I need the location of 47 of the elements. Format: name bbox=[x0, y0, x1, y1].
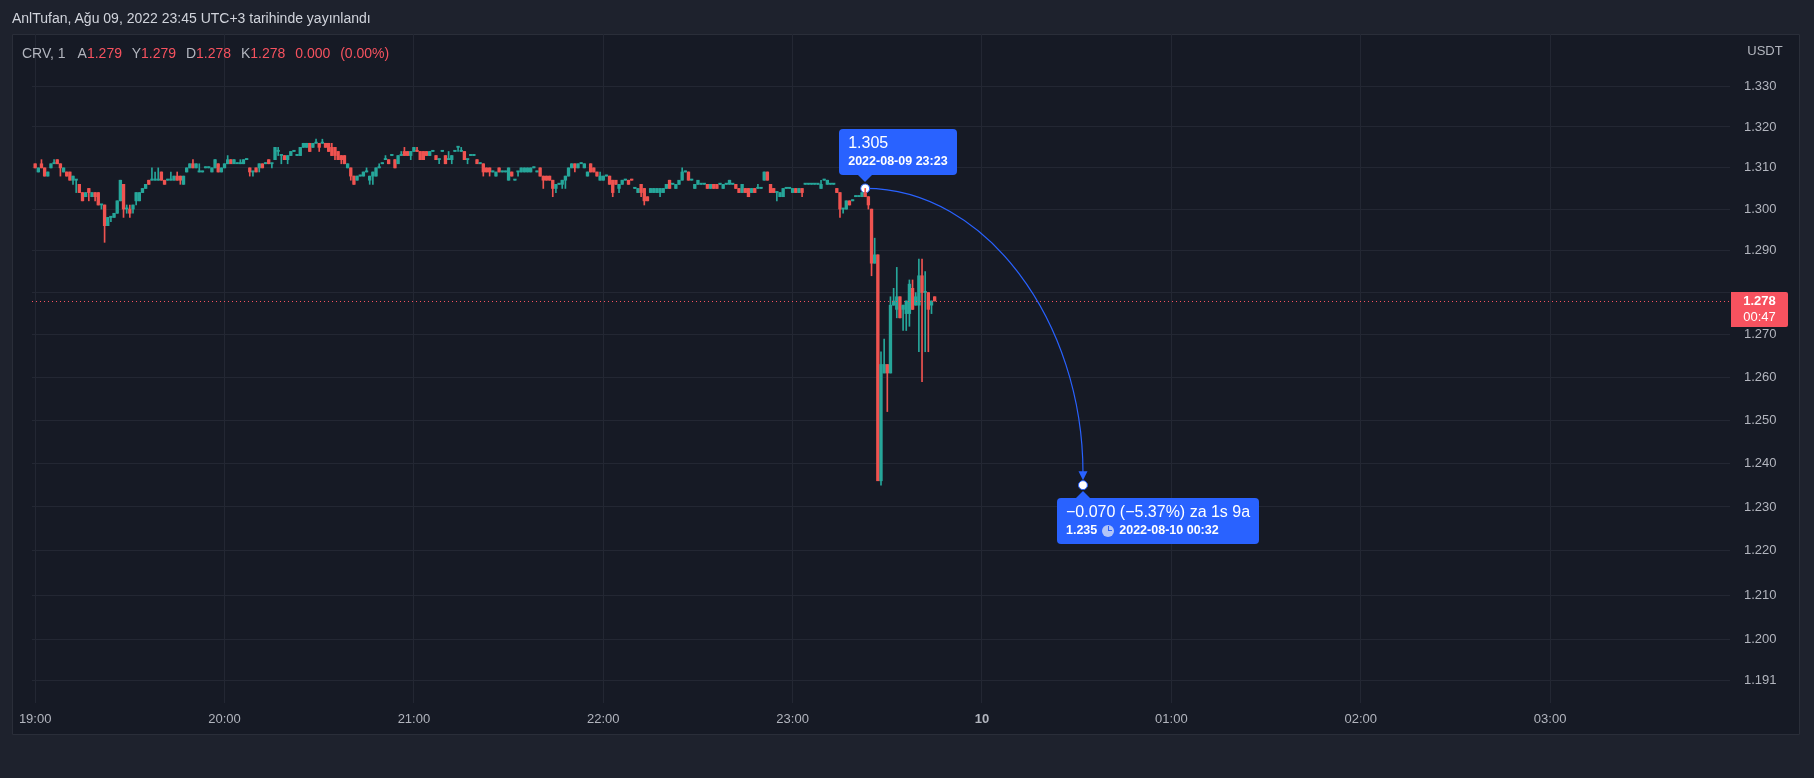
text: A1.279 Y1.279 D1.278 K1.278 0.000 (0.00%) bbox=[77, 45, 390, 61]
text: 00:47 bbox=[1743, 308, 1776, 324]
x-tick-label: 10 bbox=[974, 711, 990, 727]
annotation: −0.070 (−5.37%) za 1s 9a bbox=[1065, 503, 1251, 521]
y-axis-title: USDT bbox=[1747, 42, 1783, 58]
text: CRV, 1 bbox=[22, 45, 66, 61]
y-tick-label: 1.200 bbox=[1744, 631, 1777, 647]
y-tick-label: 1.310 bbox=[1744, 159, 1777, 175]
x-tick-label: 03:00 bbox=[1533, 711, 1567, 727]
annotation: 2022-08-10 00:32 bbox=[1119, 522, 1219, 540]
x-tick-label: 19:00 bbox=[18, 711, 52, 727]
x-tick-label: 01:00 bbox=[1155, 711, 1188, 727]
y-tick-label: 1.191 bbox=[1744, 671, 1777, 687]
candlestick bbox=[437, 158, 441, 165]
y-tick-label: 1.230 bbox=[1744, 498, 1777, 514]
y-tick-label: 1.220 bbox=[1744, 542, 1777, 558]
x-tick-label: 20:00 bbox=[208, 711, 241, 727]
candlestick bbox=[923, 271, 927, 353]
candlestick bbox=[251, 170, 255, 177]
y-tick-label: 1.300 bbox=[1744, 200, 1777, 216]
candlestick bbox=[270, 162, 274, 169]
x-tick-label: 23:00 bbox=[776, 711, 809, 727]
annotation: 2022-08-09 23:23 bbox=[848, 153, 948, 171]
x-tick-label: 21:00 bbox=[397, 711, 431, 727]
x-tick-label: 22:00 bbox=[586, 711, 620, 727]
candlestick bbox=[109, 215, 113, 222]
y-tick-label: 1.270 bbox=[1744, 326, 1777, 342]
y-tick-label: 1.210 bbox=[1744, 586, 1777, 602]
y-tick-label: 1.260 bbox=[1744, 368, 1777, 384]
y-tick-label: 1.240 bbox=[1744, 454, 1777, 470]
text: AnlTufan, Ağu 09, 2022 23:45 UTC+3 tarihinde yayınlandı bbox=[12, 10, 371, 26]
annotation: 1.305 bbox=[848, 134, 889, 152]
x-tick-label: 02:00 bbox=[1344, 711, 1378, 727]
candlestick bbox=[150, 167, 154, 181]
candlestick bbox=[901, 304, 905, 331]
y-tick-label: 1.330 bbox=[1744, 77, 1777, 93]
ref-line-label: 1.278 bbox=[1743, 292, 1776, 308]
y-tick-label: 1.320 bbox=[1744, 118, 1777, 134]
candlestick bbox=[156, 167, 160, 181]
y-tick-label: 1.290 bbox=[1744, 242, 1777, 258]
candlestick bbox=[153, 171, 157, 181]
annotation: 1.235 bbox=[1065, 522, 1098, 540]
y-tick-label: 1.250 bbox=[1744, 411, 1777, 427]
callout: 1.305 2022-08-09 23:23 bbox=[839, 129, 957, 183]
candlestick bbox=[276, 147, 280, 156]
candlestick bbox=[74, 178, 78, 193]
candlestick bbox=[516, 170, 520, 177]
